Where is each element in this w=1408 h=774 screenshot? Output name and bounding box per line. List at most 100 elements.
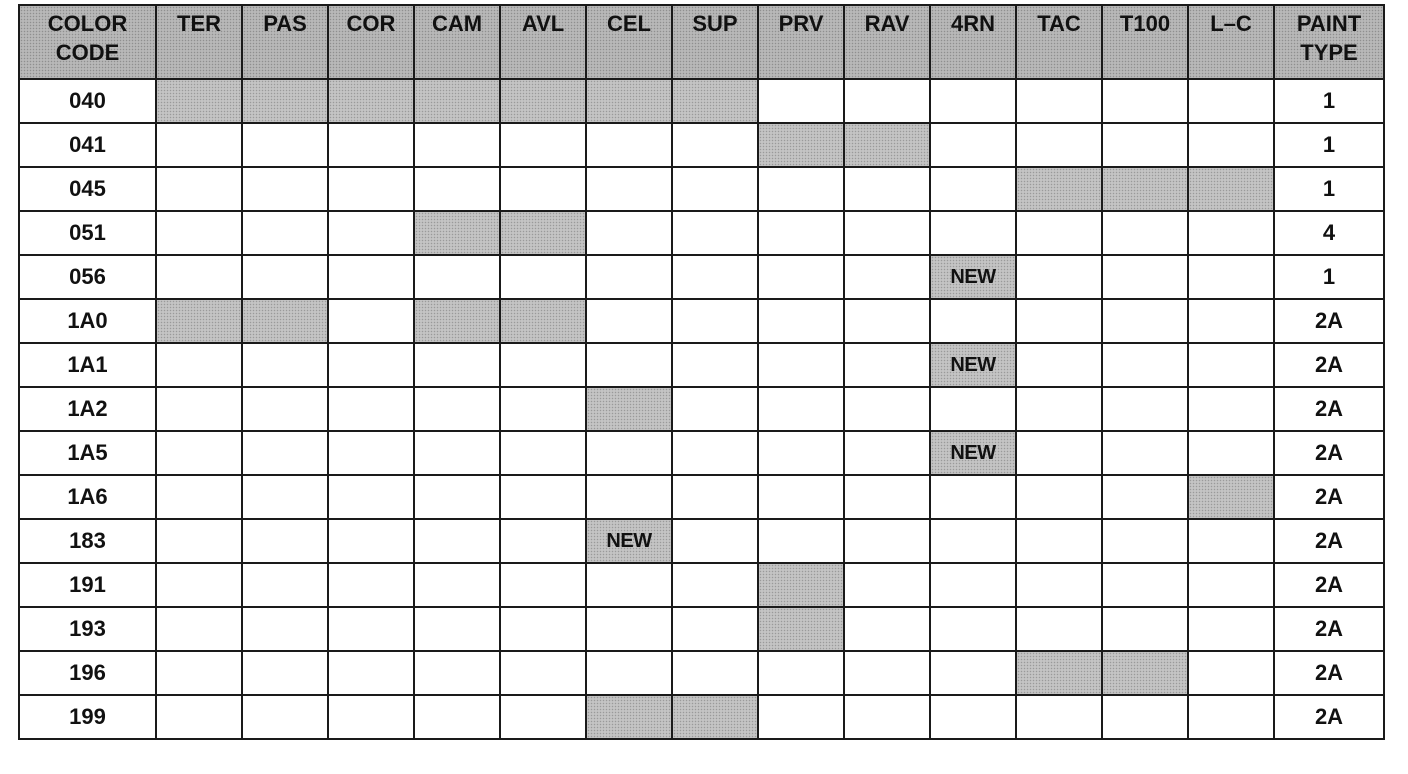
shaded-cell — [241, 78, 329, 124]
shaded-cell — [757, 122, 845, 168]
shaded-cell: NEW — [929, 342, 1017, 388]
table-row: 1A5 NEW 2A — [18, 430, 1385, 476]
empty-cell — [413, 518, 501, 564]
empty-cell — [241, 474, 329, 520]
empty-cell — [327, 342, 415, 388]
empty-cell — [241, 562, 329, 608]
empty-cell — [671, 430, 759, 476]
empty-cell — [671, 166, 759, 212]
empty-cell — [843, 474, 931, 520]
empty-cell — [1015, 254, 1103, 300]
empty-cell — [671, 562, 759, 608]
empty-cell — [1187, 78, 1275, 124]
shaded-cell — [413, 78, 501, 124]
shaded-cell — [585, 694, 673, 740]
empty-cell — [1101, 298, 1189, 344]
empty-cell — [843, 254, 931, 300]
shaded-cell — [413, 298, 501, 344]
empty-cell — [671, 210, 759, 256]
header-col-4rn: 4RN — [929, 4, 1017, 80]
empty-cell — [499, 254, 587, 300]
empty-cell — [499, 650, 587, 696]
shaded-cell — [585, 386, 673, 432]
color-code-table: COLOR CODE TER PAS COR CAM AVL CEL SUP P… — [18, 4, 1385, 740]
empty-cell — [327, 518, 415, 564]
empty-cell — [1101, 606, 1189, 652]
empty-cell — [241, 430, 329, 476]
empty-cell — [757, 254, 845, 300]
color-code-cell: 199 — [18, 694, 157, 740]
header-col-cor: COR — [327, 4, 415, 80]
paint-type-cell: 2A — [1273, 694, 1385, 740]
empty-cell — [1101, 474, 1189, 520]
shaded-cell — [1187, 166, 1275, 212]
empty-cell — [843, 342, 931, 388]
color-code-cell: 1A0 — [18, 298, 157, 344]
empty-cell — [929, 298, 1017, 344]
empty-cell — [155, 122, 243, 168]
empty-cell — [929, 386, 1017, 432]
header-paint-type-line1: PAINT — [1296, 11, 1362, 36]
empty-cell — [413, 650, 501, 696]
empty-cell — [413, 254, 501, 300]
empty-cell — [929, 518, 1017, 564]
empty-cell — [327, 122, 415, 168]
table-row: 056 NEW 1 — [18, 254, 1385, 300]
empty-cell — [241, 694, 329, 740]
header-paint-type: PAINT TYPE — [1273, 4, 1385, 80]
empty-cell — [327, 474, 415, 520]
table-row: 1A0 2A — [18, 298, 1385, 344]
empty-cell — [671, 650, 759, 696]
empty-cell — [499, 166, 587, 212]
empty-cell — [843, 298, 931, 344]
table-row: 1A1 NEW 2A — [18, 342, 1385, 388]
color-code-cell: 040 — [18, 78, 157, 124]
empty-cell — [1101, 210, 1189, 256]
paint-type-cell: 2A — [1273, 562, 1385, 608]
empty-cell — [413, 342, 501, 388]
empty-cell — [155, 254, 243, 300]
empty-cell — [757, 518, 845, 564]
empty-cell — [585, 210, 673, 256]
empty-cell — [1101, 78, 1189, 124]
empty-cell — [327, 210, 415, 256]
empty-cell — [1187, 298, 1275, 344]
shaded-cell — [327, 78, 415, 124]
empty-cell — [1015, 430, 1103, 476]
color-code-cell: 1A5 — [18, 430, 157, 476]
empty-cell — [1015, 78, 1103, 124]
empty-cell — [1015, 210, 1103, 256]
table-row: 199 2A — [18, 694, 1385, 740]
empty-cell — [843, 430, 931, 476]
empty-cell — [1015, 694, 1103, 740]
paint-type-cell: 1 — [1273, 254, 1385, 300]
header-col-sup: SUP — [671, 4, 759, 80]
header-col-tac: TAC — [1015, 4, 1103, 80]
empty-cell — [327, 254, 415, 300]
empty-cell — [413, 474, 501, 520]
shaded-cell — [671, 694, 759, 740]
shaded-cell — [1187, 474, 1275, 520]
empty-cell — [929, 650, 1017, 696]
empty-cell — [499, 562, 587, 608]
empty-cell — [843, 518, 931, 564]
empty-cell — [499, 430, 587, 476]
empty-cell — [155, 650, 243, 696]
empty-cell — [1015, 342, 1103, 388]
empty-cell — [1187, 342, 1275, 388]
table-row: 040 1 — [18, 78, 1385, 124]
empty-cell — [757, 386, 845, 432]
empty-cell — [327, 694, 415, 740]
header-col-cam: CAM — [413, 4, 501, 80]
empty-cell — [1015, 562, 1103, 608]
shaded-cell — [155, 78, 243, 124]
empty-cell — [327, 606, 415, 652]
shaded-cell — [757, 562, 845, 608]
empty-cell — [155, 694, 243, 740]
empty-cell — [499, 474, 587, 520]
table-row: 196 2A — [18, 650, 1385, 696]
table-row: 1A2 2A — [18, 386, 1385, 432]
empty-cell — [155, 210, 243, 256]
shaded-cell — [499, 210, 587, 256]
empty-cell — [757, 342, 845, 388]
